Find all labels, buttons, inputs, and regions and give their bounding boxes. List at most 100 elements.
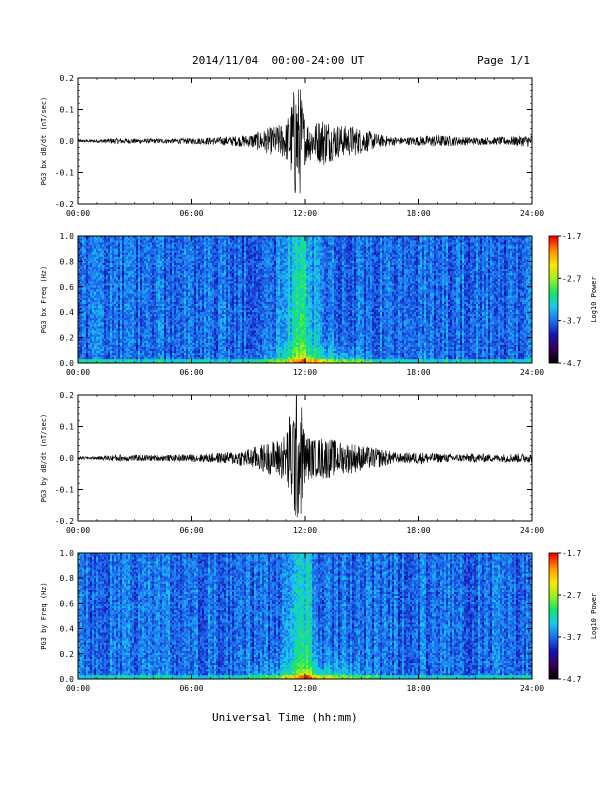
spectrogram-cell — [138, 336, 141, 339]
spectrogram-cell — [86, 326, 89, 329]
spectrogram-cell — [138, 360, 141, 364]
spectrogram-cell — [234, 313, 237, 317]
spectrogram-cell — [102, 285, 105, 288]
spectrogram-cell — [122, 346, 125, 349]
spectrogram-cell — [94, 268, 97, 272]
spectrogram-cell — [168, 305, 171, 308]
spectrogram-cell — [136, 315, 139, 319]
spectrogram-cell — [112, 262, 115, 265]
spectrogram-cell — [182, 340, 185, 343]
spectrogram-cell — [230, 256, 233, 259]
spectrogram-cell — [170, 334, 173, 337]
spectrogram-cell — [94, 289, 97, 292]
spectrogram-cell — [192, 287, 195, 290]
spectrogram-cell — [120, 358, 123, 362]
spectrogram-cell — [168, 238, 171, 241]
spectrogram-cell — [178, 313, 181, 317]
spectrogram-cell — [216, 326, 219, 329]
spectrogram-cell — [120, 348, 123, 352]
spectrogram-cell — [136, 352, 139, 356]
spectrogram-cell — [200, 350, 203, 354]
spectrogram-cell — [178, 252, 181, 255]
spectrogram-cell — [172, 258, 175, 261]
spectrogram-cell — [82, 330, 85, 333]
spectrogram-cell — [154, 260, 157, 263]
spectrogram-cell — [106, 295, 109, 298]
spectrogram-cell — [170, 305, 173, 308]
spectrogram-cell — [174, 358, 177, 362]
spectrogram-cell — [122, 311, 125, 315]
spectrogram-cell — [148, 272, 151, 276]
spectrogram-cell — [206, 242, 209, 245]
spectrogram-cell — [114, 360, 117, 364]
spectrogram-cell — [82, 272, 85, 276]
spectrogram-cell — [186, 326, 189, 329]
spectrogram-cell — [84, 334, 87, 337]
spectrogram-cell — [116, 276, 119, 280]
spectrogram-cell — [126, 240, 129, 243]
spectrogram-cell — [232, 254, 235, 257]
spectrogram-cell — [176, 305, 179, 308]
spectrogram-cell — [138, 260, 141, 263]
spectrogram-cell — [122, 338, 125, 341]
spectrogram-cell — [96, 285, 99, 288]
spectrogram-cell — [90, 303, 93, 306]
spectrogram-cell — [232, 291, 235, 294]
spectrogram-cell — [206, 240, 209, 243]
spectrogram-cell — [228, 258, 231, 261]
spectrogram-cell — [228, 248, 231, 251]
spectrogram-cell — [182, 295, 185, 298]
spectrogram-cell — [96, 254, 99, 257]
spectrogram-cell — [214, 358, 217, 362]
spectrogram-cell — [128, 360, 131, 364]
spectrogram-cell — [132, 326, 135, 329]
spectrogram-cell — [144, 301, 147, 304]
spectrogram-cell — [152, 328, 155, 331]
spectrogram-cell — [126, 350, 129, 354]
spectrogram-cell — [88, 330, 91, 333]
spectrogram-cell — [230, 258, 233, 261]
spectrogram-cell — [130, 252, 133, 255]
spectrogram-cell — [174, 330, 177, 333]
spectrogram-cell — [106, 360, 109, 364]
spectrogram-cell — [134, 350, 137, 354]
spectrogram-cell — [212, 281, 215, 284]
spectrogram-cell — [98, 336, 101, 339]
spectrogram-cell — [198, 268, 201, 272]
spectrogram-cell — [190, 256, 193, 259]
spectrogram-cell — [128, 330, 131, 333]
spectrogram-cell — [216, 315, 219, 319]
spectrogram-cell — [140, 346, 143, 349]
spectrogram-cell — [198, 309, 201, 313]
spectrogram-cell — [122, 260, 125, 263]
spectrogram-cell — [92, 264, 95, 268]
spectrogram-cell — [178, 332, 181, 335]
spectrogram-cell — [128, 352, 131, 356]
spectrogram-cell — [128, 332, 131, 335]
spectrogram-cell — [140, 287, 143, 290]
spectrogram-cell — [200, 358, 203, 362]
spectrogram-cell — [226, 270, 229, 274]
spectrogram-cell — [80, 262, 83, 265]
spectrogram-cell — [154, 252, 157, 255]
spectrogram-cell — [110, 326, 113, 329]
spectrogram-cell — [170, 299, 173, 302]
spectrogram-cell — [210, 285, 213, 288]
spectrogram-cell — [182, 317, 185, 321]
spectrogram-cell — [152, 276, 155, 280]
spectrogram-cell — [194, 264, 197, 268]
spectrogram-cell — [176, 283, 179, 286]
spectrogram-cell — [184, 350, 187, 354]
spectrogram-cell — [144, 270, 147, 274]
spectrogram-cell — [206, 358, 209, 362]
spectrogram-cell — [196, 354, 199, 358]
spectrogram-cell — [140, 264, 143, 268]
spectrogram-cell — [116, 293, 119, 296]
spectrogram-cell — [82, 279, 85, 282]
spectrogram-cell — [82, 256, 85, 259]
spectrogram-cell — [88, 340, 91, 343]
spectrogram-cell — [232, 356, 235, 360]
spectrogram-cell — [190, 264, 193, 268]
spectrogram-cell — [210, 356, 213, 360]
spectrogram-cell — [164, 276, 167, 280]
